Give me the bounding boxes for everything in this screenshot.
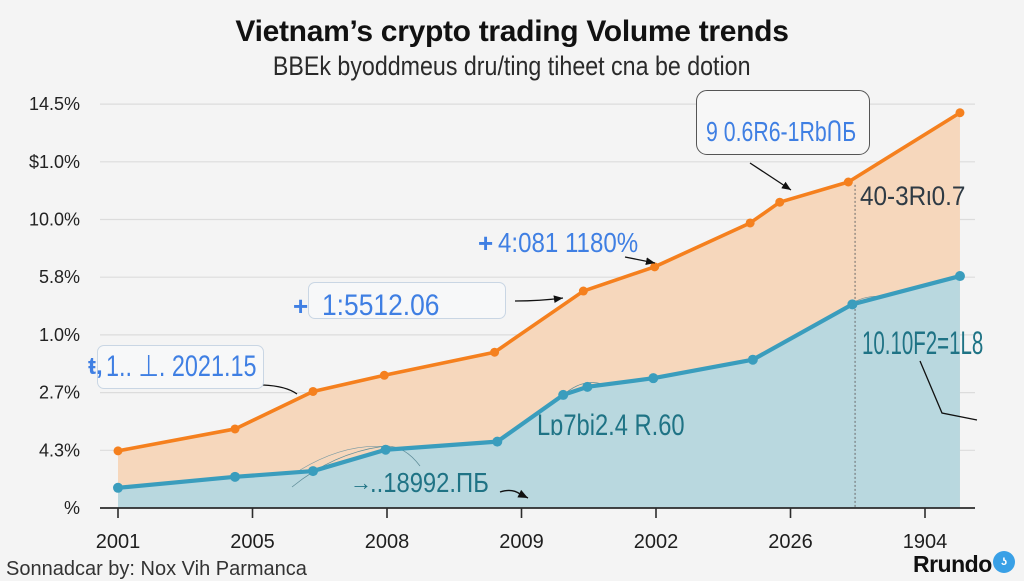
brand-logo: Rrundo: [913, 551, 992, 577]
annotation-label: Lɒ7bi2.4 R.60: [537, 409, 685, 442]
y-tick-label: $1.0%: [29, 152, 80, 172]
y-tick-label: 10.0%: [29, 210, 80, 230]
data-point-orange: [843, 177, 853, 187]
x-tick-label: 2002: [634, 531, 679, 553]
chat-bubble-icon: ʖ: [993, 551, 1015, 573]
chart-title: Vietnam’s crypto trading Volume trends: [235, 15, 789, 48]
marker-icon: [88, 353, 103, 381]
x-tick-label: 2001: [96, 531, 141, 553]
x-tick-label: 2005: [230, 531, 275, 553]
plus-icon: [293, 292, 308, 320]
y-tick-label: 4.3%: [39, 440, 80, 460]
data-point-orange: [490, 347, 500, 357]
data-point-orange: [308, 386, 318, 396]
x-tick-label: 2008: [365, 531, 410, 553]
plus-icon: [478, 229, 493, 257]
y-tick-label: 5.8%: [39, 267, 80, 287]
annotation-label: 40-3Rι0.7: [860, 181, 966, 211]
footer-credit: Sonnadcar by: Nox Vih Parmanca: [6, 558, 307, 580]
arrow-right-icon: [350, 470, 372, 496]
y-tick-label: 2.7%: [39, 383, 80, 403]
data-point-teal: [492, 436, 503, 447]
tick-labels: % 4.3% 2.7% 1.0% 5.8% 10.0% $1.0% 14.5% 2001 2005…: [29, 94, 947, 553]
annotation-box: [308, 282, 506, 319]
annotation-box: [696, 90, 870, 155]
data-point-orange: [113, 446, 123, 456]
annotation-box: [97, 345, 264, 389]
data-point-teal: [230, 471, 241, 482]
y-tick-label: 14.5%: [29, 94, 80, 114]
axes: [100, 507, 975, 518]
x-tick-label: 2009: [499, 531, 544, 553]
y-tick-label: 1.0%: [39, 325, 80, 345]
series-points: [113, 108, 965, 493]
chart-subtitle-wrap: BBEk byoddmeus dru/ting tiheet cna be do…: [0, 50, 1024, 82]
data-point-orange: [230, 424, 240, 434]
y-tick-label: %: [64, 498, 80, 518]
chart-subtitle: BBEk byoddmeus dru/ting tiheet cna be do…: [273, 51, 751, 81]
data-point-teal: [582, 381, 593, 392]
data-point-orange: [578, 286, 588, 296]
x-tick-label: 2026: [768, 531, 813, 553]
area-teal: [118, 276, 960, 508]
data-point-teal: [847, 299, 858, 310]
annotation-label: 1.. ⊥. 2021.15: [106, 350, 257, 383]
series-areas: [118, 112, 960, 508]
annotation-label: 1:5512.06: [322, 289, 440, 322]
data-point-orange: [379, 370, 389, 380]
data-point-orange: [955, 108, 965, 118]
data-point-orange: [775, 197, 785, 207]
annotation-label: 10.10F2=1L8: [862, 325, 984, 361]
data-point-orange: [650, 262, 660, 272]
data-point-orange: [745, 218, 755, 228]
data-point-teal: [308, 466, 319, 477]
annotation-label: 4:081 1180%: [498, 227, 639, 258]
x-tick-label: 1904: [903, 531, 948, 553]
data-point-teal: [380, 444, 391, 455]
data-point-teal: [747, 354, 758, 365]
data-point-teal: [558, 389, 569, 400]
data-point-teal: [648, 373, 659, 384]
data-point-teal: [954, 271, 965, 282]
annotation-label: ..18992.ΠБ: [370, 467, 489, 498]
annotation-label: 9 0.6R6-1RbՈБ: [706, 116, 857, 147]
data-point-teal: [113, 482, 123, 493]
